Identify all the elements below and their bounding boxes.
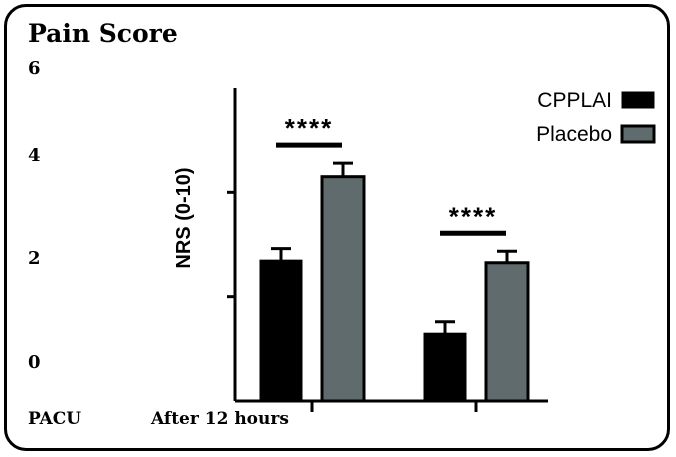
chart-title: Pain Score [28, 19, 178, 48]
chart-marks: **** **** CPPLAI Placebo [227, 88, 656, 412]
bar-placebo [320, 175, 366, 403]
x-category-label: After 12 hours [150, 409, 289, 429]
bar-placebo [484, 261, 530, 403]
x-category-label: PACU [28, 409, 81, 429]
legend-label: Placebo [536, 123, 612, 146]
y-tick-label: 2 [28, 248, 41, 269]
y-tick-label: 4 [28, 145, 41, 166]
legend-swatch-cpplai [621, 91, 655, 109]
y-tick-label: 6 [28, 58, 41, 79]
y-tick-label: 0 [28, 352, 41, 373]
legend-label: CPPLAI [537, 89, 612, 112]
y-axis-label: NRS (0-10) [173, 167, 195, 268]
bar-cpplai [423, 332, 467, 402]
bar-cpplai [259, 259, 303, 402]
significance-label: **** [285, 113, 333, 143]
legend-swatch-placebo [620, 124, 656, 144]
significance-label: **** [449, 201, 497, 231]
